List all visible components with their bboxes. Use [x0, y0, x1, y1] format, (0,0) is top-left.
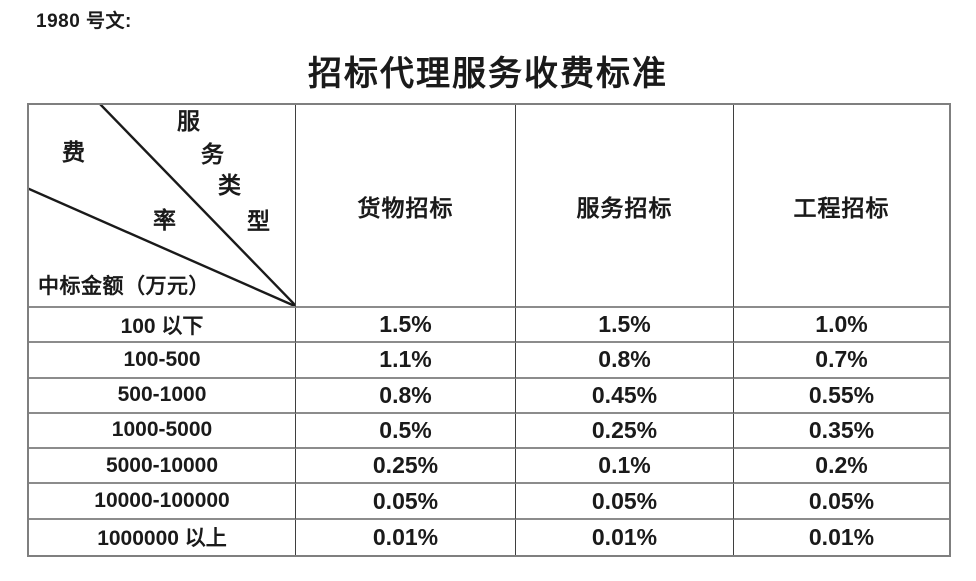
corner-header-cell: 服 务 类 型 费 率 中标金额（万元） [29, 105, 296, 308]
amount-cell: 100 以下 [29, 308, 296, 344]
amount-cell: 500-1000 [29, 378, 296, 414]
fee-standard-table: 服 务 类 型 费 率 中标金额（万元） 货物招标 服务招标 工程招标 100 … [27, 103, 951, 557]
rate-cell: 0.2% [734, 449, 949, 485]
rate-cell: 0.05% [734, 484, 949, 520]
rate-cell: 1.0% [734, 308, 949, 344]
doc-number-label: 1980 号文: [36, 11, 132, 32]
amount-cell: 1000-5000 [29, 413, 296, 450]
corner-service-type-char-1: 服 [177, 109, 200, 134]
diagonal-divider-lines [29, 105, 295, 306]
column-header-service: 服务招标 [516, 105, 734, 308]
amount-cell: 10000-100000 [29, 484, 296, 520]
amount-cell: 100-500 [29, 343, 296, 379]
corner-rate-char-1: 费 [62, 140, 85, 165]
rate-cell: 1.1% [296, 343, 516, 379]
rate-cell: 1.5% [516, 308, 734, 344]
corner-service-type-char-3: 类 [218, 173, 241, 198]
corner-rate-char-2: 率 [153, 208, 176, 233]
rate-cell: 0.8% [296, 378, 516, 414]
rate-cell: 0.05% [296, 484, 516, 520]
rate-cell: 0.8% [516, 343, 734, 379]
column-header-goods: 货物招标 [296, 105, 516, 308]
rate-cell: 0.05% [516, 484, 734, 520]
amount-cell: 1000000 以上 [29, 519, 296, 555]
column-header-engineering: 工程招标 [734, 105, 949, 308]
rate-cell: 0.45% [516, 378, 734, 414]
rate-cell: 0.55% [734, 379, 949, 414]
page-title: 招标代理服务收费标准 [308, 56, 668, 93]
corner-amount-label: 中标金额（万元） [38, 274, 210, 298]
rate-cell: 0.1% [516, 449, 734, 485]
amount-cell: 5000-10000 [29, 449, 296, 485]
rate-cell: 0.01% [516, 519, 734, 555]
rate-cell: 1.5% [296, 308, 516, 344]
rate-cell: 0.25% [296, 449, 516, 485]
corner-service-type-char-4: 型 [247, 209, 270, 234]
rate-cell: 0.5% [296, 413, 516, 450]
rate-cell: 0.01% [296, 519, 516, 555]
rate-cell: 0.01% [808, 523, 875, 550]
rate-cell: 0.35% [734, 414, 949, 450]
rate-cell: 0.7% [734, 343, 949, 379]
rate-cell: 0.25% [516, 413, 734, 450]
corner-service-type-char-2: 务 [201, 142, 224, 167]
